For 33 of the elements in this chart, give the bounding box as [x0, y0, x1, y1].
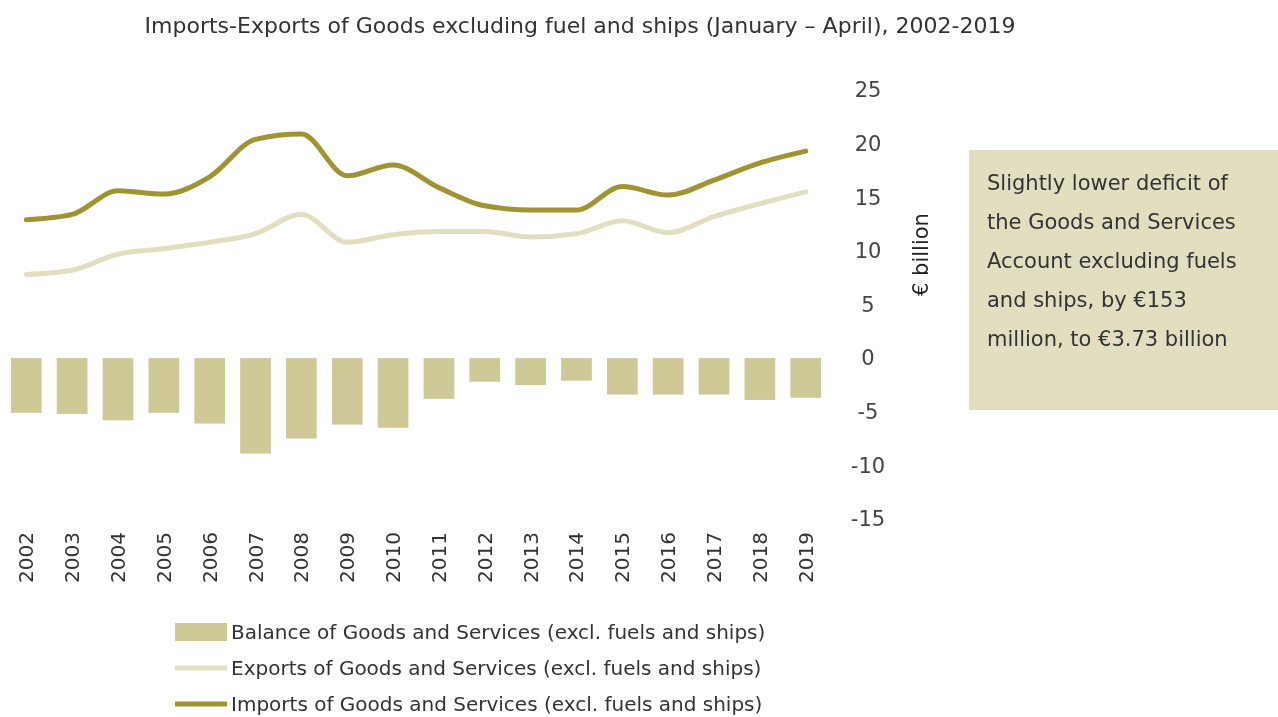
chart-title: Imports-Exports of Goods excluding fuel and ships (January – April), 2002-2019 [144, 13, 1016, 38]
x-tick-label: 2008 [289, 532, 314, 583]
y-tick-label: 20 [854, 131, 882, 156]
x-tick-label: 2002 [14, 532, 39, 583]
y-tick-label: 15 [854, 185, 882, 210]
x-tick-label: 2005 [151, 532, 176, 583]
x-tick-label: 2012 [472, 532, 497, 583]
x-tick-label: 2019 [793, 532, 818, 583]
y-tick-label: -15 [850, 507, 886, 532]
x-tick-label: 2018 [747, 532, 772, 583]
y-tick-label: 25 [854, 78, 882, 103]
y-axis-title: € billion [909, 213, 933, 296]
x-tick-label: 2014 [564, 532, 589, 583]
y-tick-label: 5 [861, 292, 875, 317]
x-tick-label: 2015 [610, 532, 635, 583]
legend-label: Imports of Goods and Services (excl. fuels and ships) [231, 692, 763, 716]
y-tick-label: 10 [854, 239, 882, 264]
x-tick-label: 2016 [656, 532, 681, 583]
x-tick-label: 2011 [426, 532, 451, 583]
x-tick-label: 2013 [518, 532, 543, 583]
x-tick-label: 2007 [243, 532, 268, 583]
legend-label: Balance of Goods and Services (excl. fuels and ships) [231, 620, 766, 644]
x-tick-label: 2006 [197, 532, 222, 583]
y-tick-label: 0 [861, 346, 875, 371]
text: Slightly lower deficit of the Goods and Services Account excluding fuels and ships, by €153 million, to €3.73 billion [969, 150, 1278, 410]
y-tick-label: -5 [857, 400, 879, 425]
y-tick-label: -10 [850, 453, 886, 478]
x-tick-label: 2003 [60, 532, 85, 583]
legend-label: Exports of Goods and Services (excl. fuels and ships) [231, 656, 762, 680]
x-tick-label: 2010 [381, 532, 406, 583]
x-tick-label: 2004 [105, 532, 130, 583]
x-tick-label: 2017 [702, 532, 727, 583]
x-tick-label: 2009 [335, 532, 360, 583]
